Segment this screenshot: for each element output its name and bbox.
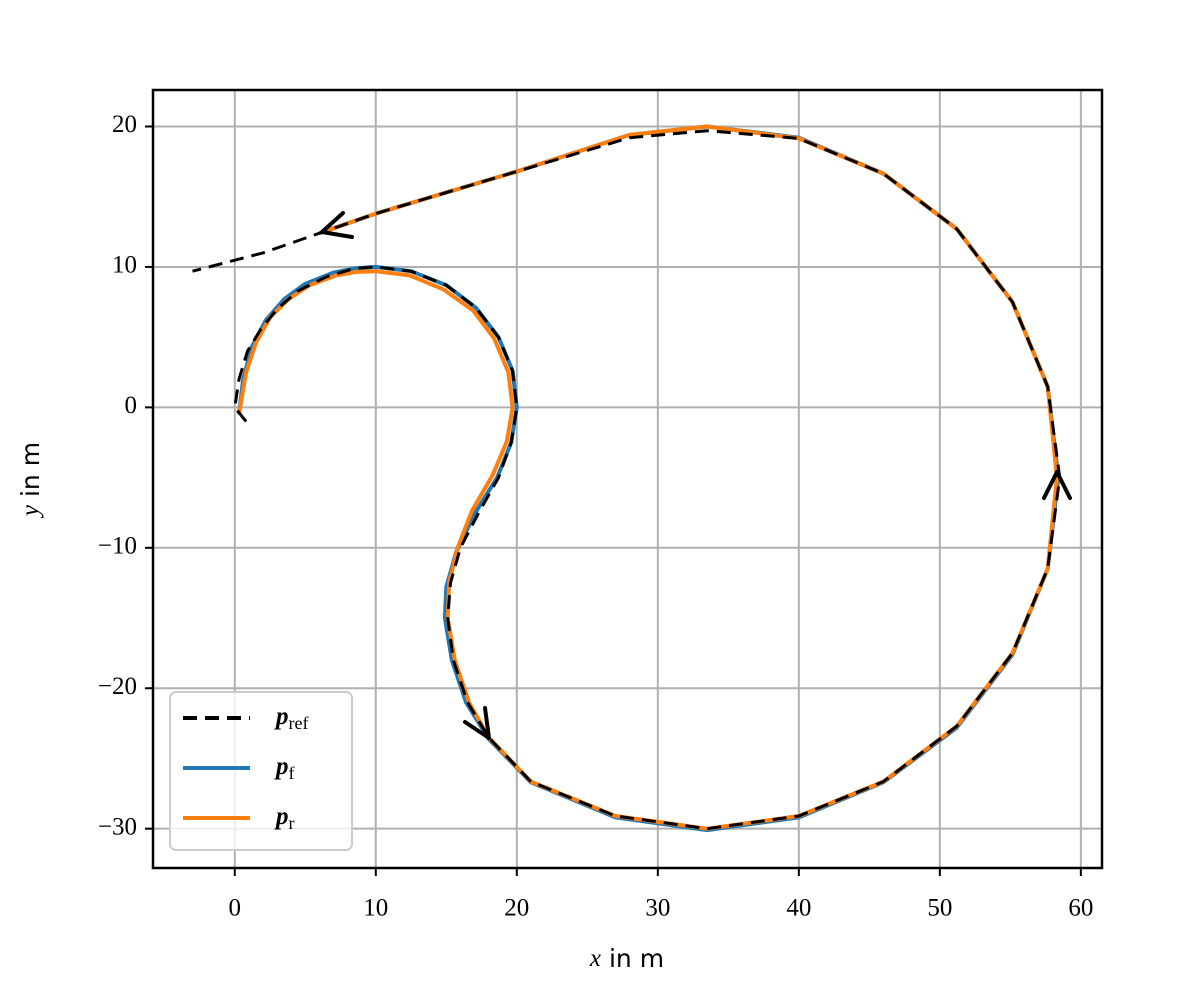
x-tick-label: 10 <box>363 895 388 922</box>
legend-subscript: ref <box>289 713 309 733</box>
y-tick-label: −20 <box>98 673 137 700</box>
y-tick-label: −10 <box>98 533 137 560</box>
direction-arrows <box>320 211 1072 740</box>
legend-box <box>169 691 353 851</box>
legend-label: pr <box>274 803 295 833</box>
legend-name: p <box>274 703 289 730</box>
arrow <box>320 211 354 239</box>
plot-lines <box>192 124 1062 833</box>
y-axis-label: y in m <box>16 442 45 519</box>
x-tick-label: 0 <box>229 895 242 922</box>
y-tick-label: 20 <box>112 111 137 138</box>
series-line <box>192 129 1062 831</box>
arrow <box>463 706 491 740</box>
x-tick-label: 20 <box>504 895 529 922</box>
legend-subscript: r <box>289 813 295 833</box>
legend-name: p <box>274 803 289 830</box>
y-tick-label: −30 <box>98 813 137 840</box>
legend-label: pref <box>274 703 308 733</box>
legend-name: p <box>274 753 289 780</box>
x-tick-label: 30 <box>645 895 670 922</box>
y-tick-label: 0 <box>125 392 138 419</box>
x-tick-label: 60 <box>1068 895 1093 922</box>
legend-subscript: f <box>289 763 295 783</box>
x-axis-label: x in m <box>589 944 664 973</box>
arrow <box>1042 470 1072 500</box>
x-tick-label: 50 <box>927 895 952 922</box>
plot-frame <box>151 88 1104 870</box>
x-tick-label: 40 <box>786 895 811 922</box>
legend-label: pf <box>274 753 295 783</box>
y-tick-label: 10 <box>112 252 137 279</box>
